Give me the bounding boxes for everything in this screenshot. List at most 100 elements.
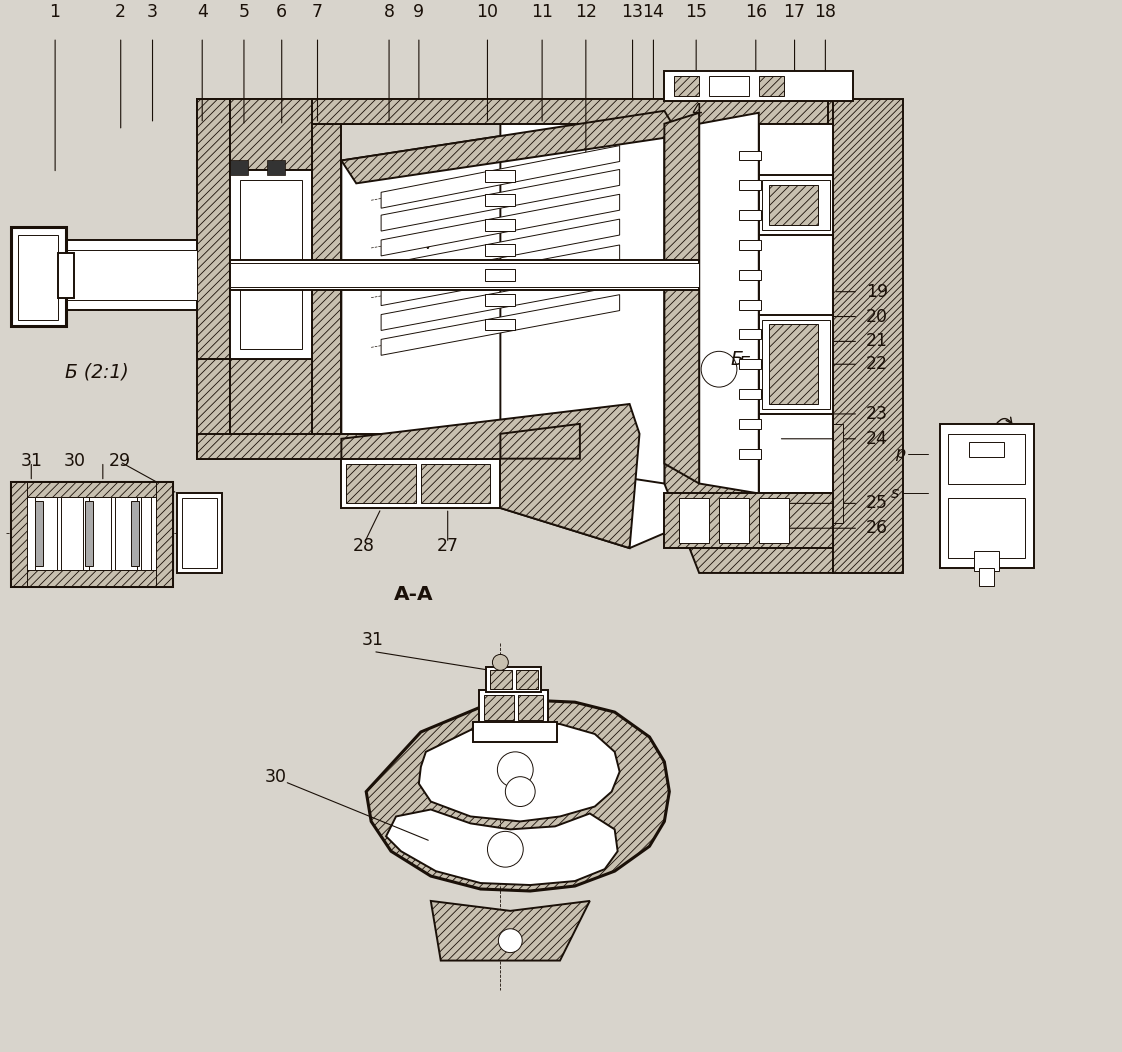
Bar: [739, 180, 761, 190]
Text: 15: 15: [686, 3, 707, 21]
Bar: [769, 185, 818, 225]
Polygon shape: [699, 113, 758, 493]
Polygon shape: [197, 433, 500, 459]
Text: Б: Б: [739, 356, 751, 373]
Bar: [486, 319, 515, 330]
Polygon shape: [11, 482, 173, 498]
Text: 30: 30: [265, 768, 287, 786]
Polygon shape: [381, 219, 619, 281]
Polygon shape: [197, 99, 312, 170]
Text: Б: Б: [730, 349, 744, 369]
Polygon shape: [500, 110, 664, 484]
Text: Б (2:1): Б (2:1): [65, 363, 129, 382]
Bar: [472, 722, 557, 742]
Text: 3: 3: [147, 3, 158, 21]
Polygon shape: [366, 701, 670, 891]
Bar: [518, 695, 543, 720]
Text: 13: 13: [622, 3, 644, 21]
Bar: [739, 389, 761, 399]
Polygon shape: [312, 124, 341, 433]
Bar: [758, 499, 789, 543]
Text: 6: 6: [276, 3, 287, 21]
Polygon shape: [381, 269, 619, 330]
Bar: [758, 315, 834, 413]
Text: s: s: [891, 486, 899, 501]
Bar: [739, 150, 761, 161]
Bar: [230, 170, 312, 360]
Polygon shape: [197, 99, 230, 459]
Circle shape: [505, 776, 535, 807]
Text: 7: 7: [312, 3, 323, 21]
Circle shape: [498, 929, 522, 953]
Bar: [739, 419, 761, 429]
Bar: [61, 498, 83, 570]
Bar: [485, 695, 514, 720]
Polygon shape: [758, 124, 834, 493]
Polygon shape: [431, 901, 590, 960]
Bar: [939, 424, 1034, 568]
Bar: [486, 195, 515, 206]
Bar: [719, 499, 748, 543]
Bar: [341, 459, 500, 508]
Bar: [130, 502, 139, 566]
Bar: [486, 294, 515, 305]
Bar: [516, 670, 539, 689]
Polygon shape: [381, 169, 619, 231]
Text: 25: 25: [866, 494, 889, 512]
Bar: [58, 252, 74, 298]
Polygon shape: [312, 99, 699, 124]
Polygon shape: [381, 295, 619, 356]
Bar: [140, 498, 150, 570]
Text: 31: 31: [20, 451, 43, 469]
Bar: [739, 329, 761, 340]
Bar: [13, 66, 898, 583]
Bar: [948, 433, 1026, 484]
Bar: [486, 269, 515, 281]
Bar: [739, 240, 761, 250]
Bar: [490, 670, 513, 689]
Text: 31: 31: [362, 630, 384, 648]
Bar: [739, 210, 761, 220]
Text: р: р: [895, 446, 905, 461]
Circle shape: [497, 752, 533, 788]
Text: 4: 4: [691, 102, 701, 120]
Text: 11: 11: [531, 3, 553, 21]
Polygon shape: [381, 245, 619, 305]
Bar: [230, 263, 699, 287]
Bar: [11, 482, 173, 586]
Bar: [421, 464, 490, 504]
Text: 30: 30: [64, 451, 86, 469]
Bar: [85, 502, 93, 566]
Text: 27: 27: [436, 538, 459, 555]
Text: 9: 9: [413, 3, 424, 21]
Text: 10: 10: [477, 3, 498, 21]
Text: 8: 8: [384, 3, 395, 21]
Bar: [739, 269, 761, 280]
Polygon shape: [664, 99, 834, 573]
Polygon shape: [381, 145, 619, 208]
Bar: [758, 76, 783, 96]
Bar: [762, 180, 830, 230]
Polygon shape: [11, 570, 173, 586]
Polygon shape: [197, 99, 828, 124]
Bar: [486, 219, 515, 231]
Text: 26: 26: [866, 520, 889, 538]
Bar: [486, 170, 515, 182]
Bar: [35, 498, 57, 570]
Polygon shape: [341, 404, 640, 548]
Bar: [974, 551, 1000, 571]
Bar: [240, 180, 302, 349]
Bar: [762, 320, 830, 409]
Text: 17: 17: [783, 3, 806, 21]
Text: 4: 4: [196, 3, 208, 21]
Bar: [679, 499, 709, 543]
Bar: [230, 260, 699, 289]
Bar: [58, 240, 197, 309]
Bar: [980, 568, 994, 586]
Polygon shape: [156, 482, 173, 586]
Bar: [487, 667, 541, 692]
Bar: [478, 690, 548, 725]
Polygon shape: [664, 113, 699, 484]
Text: 19: 19: [866, 283, 889, 301]
Text: ⊕: ⊕: [504, 755, 527, 784]
